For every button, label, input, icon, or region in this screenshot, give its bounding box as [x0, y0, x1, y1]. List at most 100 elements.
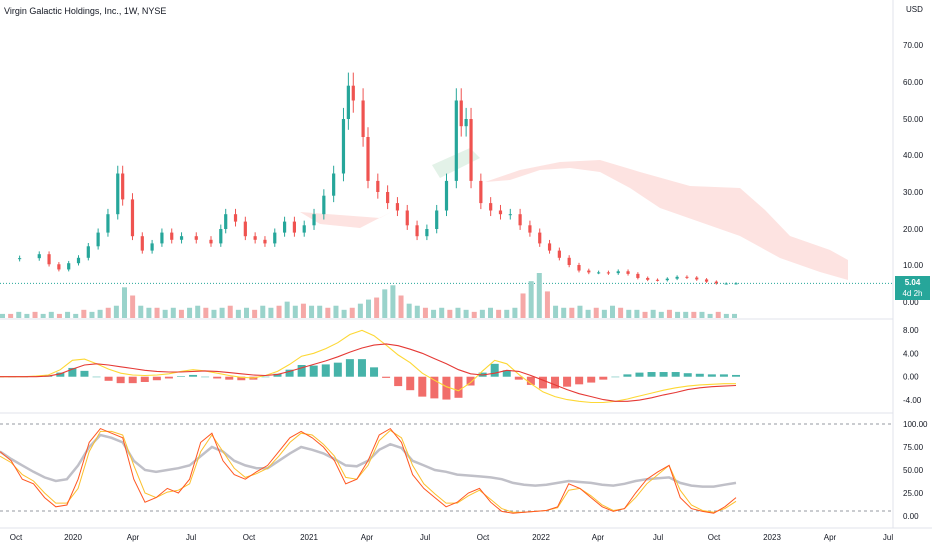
volume-bar: [406, 303, 412, 318]
candle-body: [685, 276, 689, 278]
candle-body: [547, 243, 552, 251]
volume-bar: [390, 285, 396, 318]
volume-bar: [536, 273, 542, 318]
macd-tick-label: 0.00: [903, 373, 919, 382]
volume-bar: [691, 311, 697, 318]
candle-body: [386, 192, 390, 204]
macd-histogram-bar: [406, 376, 415, 391]
volume-bar: [658, 311, 664, 318]
candle-body: [675, 276, 679, 279]
volume-bar: [130, 295, 136, 318]
candle-body: [37, 254, 41, 259]
volume-bar: [178, 309, 184, 318]
macd-histogram-bar: [538, 376, 547, 389]
candle-body: [724, 283, 728, 285]
time-tick-label: Oct: [708, 533, 721, 542]
volume-bar: [520, 293, 526, 318]
volume-bar: [73, 313, 79, 318]
macd-histogram-bar: [719, 374, 728, 377]
macd-histogram-bar: [382, 376, 391, 378]
volume-bar: [325, 307, 331, 318]
candle-body: [538, 232, 542, 244]
candle-body: [130, 199, 135, 237]
volume-bar: [512, 307, 518, 318]
volume-bar: [268, 307, 274, 318]
macd-histogram-bar: [394, 376, 403, 387]
candle-body: [312, 214, 316, 226]
volume-bar: [122, 287, 127, 318]
time-tick-label: Apr: [127, 533, 140, 542]
macd-histogram-bar: [635, 372, 644, 377]
volume-bar: [455, 307, 461, 318]
candle-body: [282, 221, 287, 233]
macd-histogram-bar: [575, 376, 584, 385]
candle-body: [425, 229, 429, 237]
volume-bar: [610, 305, 615, 318]
macd-histogram-bar: [333, 362, 342, 377]
volume-bar: [715, 311, 721, 318]
macd-histogram-bar: [599, 376, 608, 380]
candle-body: [86, 246, 90, 258]
candle-body: [577, 265, 581, 271]
macd-histogram-bar: [140, 376, 149, 382]
volume-bar: [366, 299, 371, 318]
macd-histogram-bar: [430, 376, 439, 399]
price-tick-label: 30.00: [903, 188, 924, 197]
candle-body: [665, 278, 669, 281]
volume-bar: [561, 307, 567, 318]
candle-body: [76, 257, 81, 264]
last-price-value: 5.04: [904, 278, 921, 287]
time-tick-label: 2021: [300, 533, 318, 542]
macd-histogram-bar: [683, 373, 692, 377]
volume-bar: [32, 311, 38, 318]
candle-body: [557, 250, 561, 258]
candle-body: [469, 119, 473, 181]
macd-tick-label: 8.00: [903, 326, 919, 335]
macd-histogram-bar: [732, 374, 740, 377]
volume-bar: [577, 305, 583, 318]
volume-bar: [675, 311, 681, 318]
volume-bar: [162, 309, 168, 318]
candle-body: [233, 214, 238, 222]
signal-line: [0, 343, 737, 402]
macd-histogram-bar: [225, 376, 234, 380]
candle-body: [96, 232, 100, 247]
volume-bar: [357, 303, 363, 318]
time-tick-label: 2022: [532, 533, 550, 542]
macd-histogram-bar: [671, 372, 680, 377]
macd-histogram-bar: [357, 359, 366, 377]
volume-bar: [723, 313, 729, 318]
time-tick-label: Jul: [653, 533, 663, 542]
candle-body: [332, 173, 336, 196]
macd-histogram-bar: [213, 376, 222, 379]
candle-body: [459, 100, 463, 127]
candle-body: [170, 232, 174, 240]
time-tick-label: 2020: [64, 533, 82, 542]
macd-histogram-bar: [490, 363, 499, 377]
time-tick-label: Apr: [824, 533, 837, 542]
volume-bar: [333, 305, 339, 318]
volume-bar: [309, 305, 315, 318]
volume-bar: [650, 309, 656, 318]
candle-body: [376, 180, 380, 192]
volume-bar: [195, 305, 201, 318]
macd-histogram-bar: [514, 376, 523, 380]
macd-histogram-bar: [695, 373, 704, 377]
macd-tick-label: 4.00: [903, 349, 919, 358]
candle-body: [160, 232, 164, 244]
macd-histogram-bar: [707, 374, 716, 377]
volume-bar: [40, 313, 46, 318]
price-tick-label: 60.00: [903, 78, 924, 87]
volume-bar: [203, 307, 209, 318]
time-tick-label: Jul: [186, 533, 196, 542]
candle-body: [302, 225, 306, 233]
volume-bar: [544, 291, 550, 318]
time-tick-label: Oct: [243, 533, 256, 542]
volume-bar: [252, 309, 258, 318]
candle-body: [518, 214, 522, 226]
volume-bar: [382, 289, 388, 318]
candle-body: [361, 100, 365, 137]
macd-histogram-bar: [551, 376, 560, 389]
volume-bar: [154, 307, 160, 318]
